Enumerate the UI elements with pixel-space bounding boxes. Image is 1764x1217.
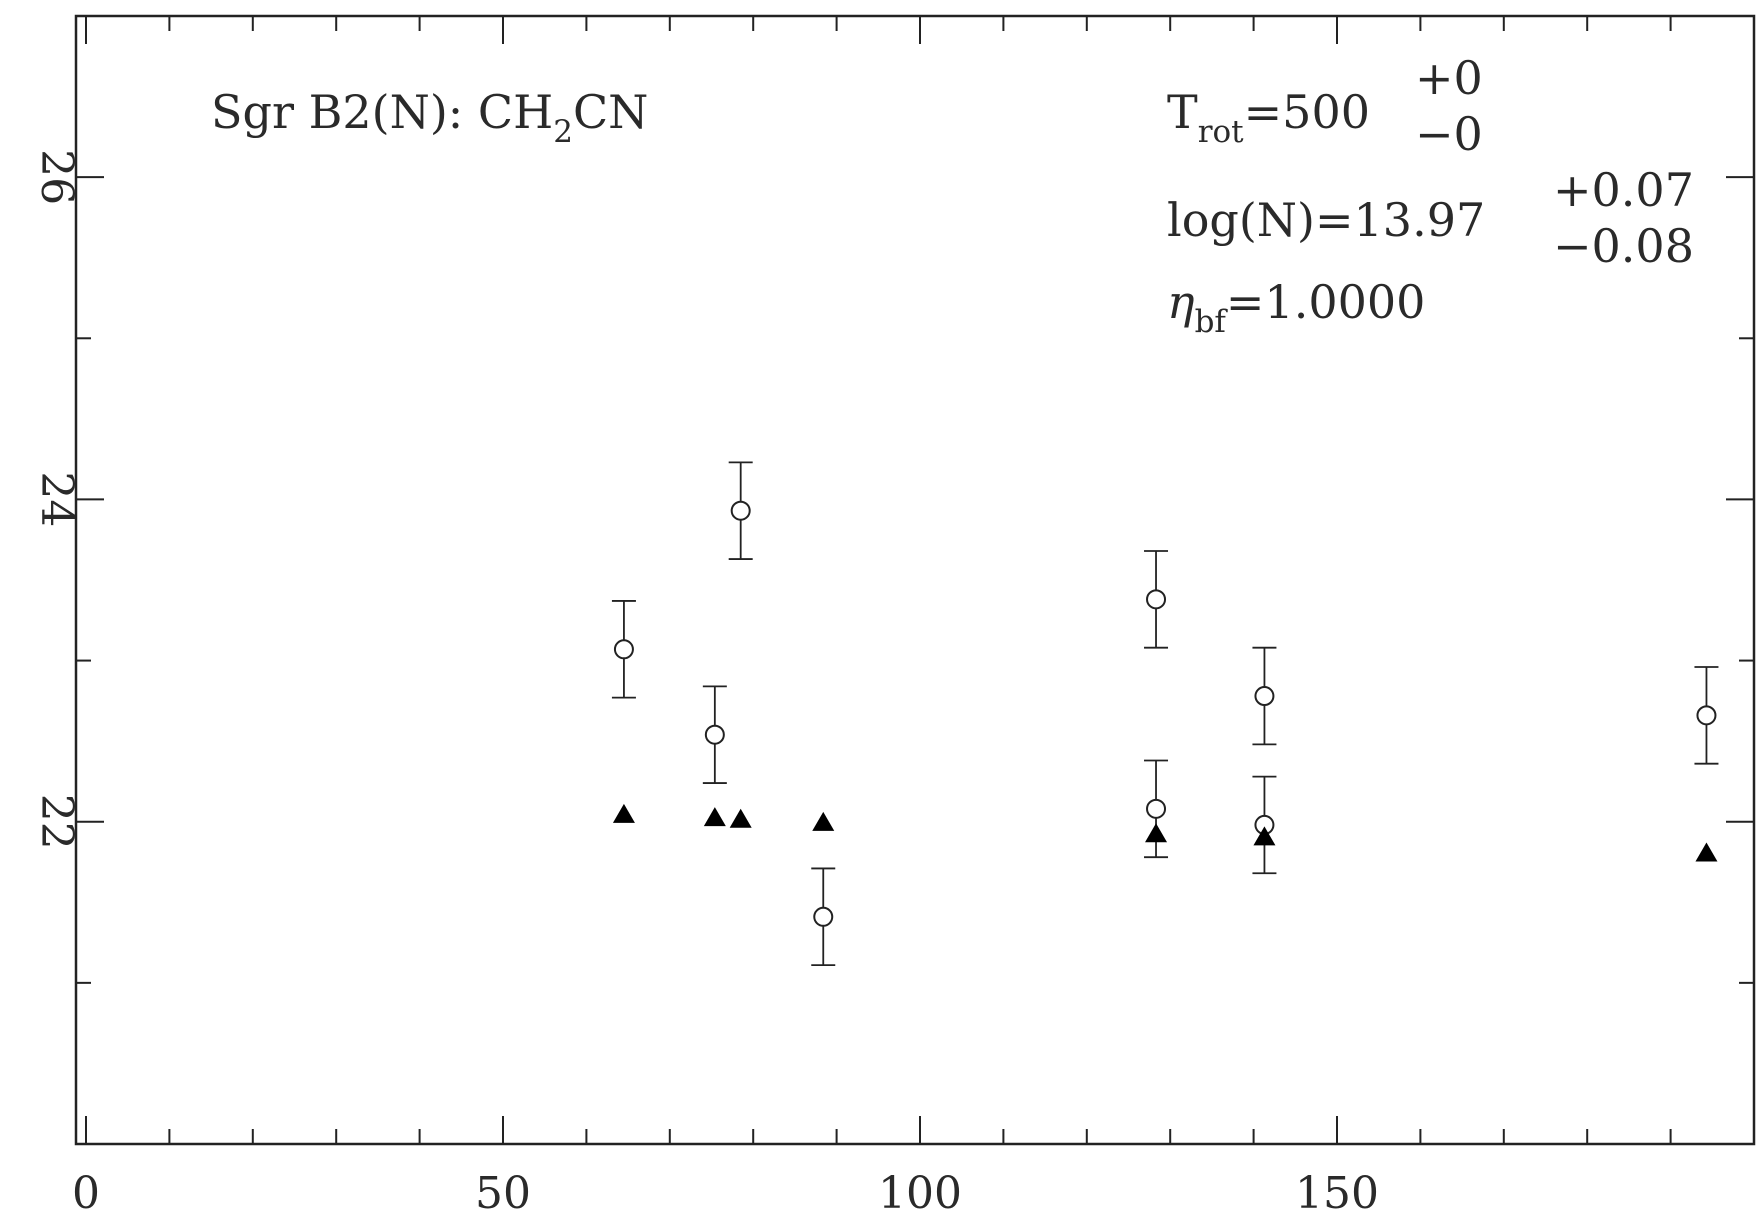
data-point-triangle bbox=[1695, 842, 1718, 862]
data-point-circle bbox=[704, 724, 725, 745]
trot-label: Trot=500 bbox=[1167, 85, 1370, 150]
logn-label: log(N)=13.97 bbox=[1167, 193, 1485, 247]
source-label: Sgr B2(N): CH2CN bbox=[211, 85, 648, 150]
data-markers bbox=[612, 500, 1718, 927]
data-point-circle bbox=[1146, 798, 1167, 819]
logn-error-plus: +0.07 bbox=[1553, 163, 1694, 217]
data-point-circle bbox=[1254, 686, 1275, 707]
data-point-triangle bbox=[729, 808, 752, 828]
x-tick-label: 0 bbox=[72, 1168, 100, 1217]
data-point-circle bbox=[730, 500, 751, 521]
data-point-triangle bbox=[1145, 823, 1168, 843]
y-tick-label: 22 bbox=[31, 794, 82, 850]
data-point-triangle bbox=[612, 803, 635, 823]
trot-error-plus: +0 bbox=[1415, 51, 1483, 105]
data-point-circle bbox=[1696, 705, 1717, 726]
data-point-circle bbox=[613, 639, 634, 660]
annotations: Sgr B2(N): CH2CN Trot=500 +0 −0 log(N)=1… bbox=[211, 51, 1694, 340]
error-bars bbox=[611, 461, 1719, 967]
trot-error-minus: −0 bbox=[1415, 107, 1483, 161]
x-tick-label: 150 bbox=[1295, 1168, 1379, 1217]
data-point-triangle bbox=[703, 807, 726, 827]
y-tick-label: 24 bbox=[31, 471, 82, 527]
axis-ticks bbox=[76, 15, 1755, 1145]
data-point-triangle bbox=[1253, 826, 1276, 846]
y-tick-label: 26 bbox=[31, 149, 82, 205]
eta-label: ηbf=1.0000 bbox=[1167, 275, 1425, 340]
x-tick-labels: 0 50 100 150 bbox=[72, 1168, 1379, 1217]
x-tick-label: 50 bbox=[475, 1168, 531, 1217]
data-point-circle bbox=[813, 906, 834, 927]
plot-frame bbox=[74, 14, 1756, 1146]
x-tick-label: 100 bbox=[878, 1168, 962, 1217]
logn-error-minus: −0.08 bbox=[1553, 219, 1694, 273]
data-point-circle bbox=[1146, 589, 1167, 610]
y-tick-labels: 22 24 26 bbox=[31, 149, 82, 850]
data-point-triangle bbox=[812, 811, 835, 831]
